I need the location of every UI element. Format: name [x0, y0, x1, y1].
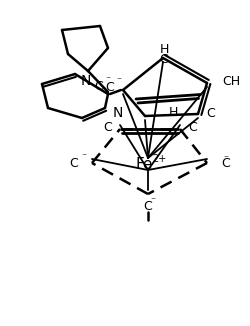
- Text: C: C: [103, 121, 112, 134]
- Text: H: H: [159, 42, 168, 55]
- Text: C: C: [159, 52, 168, 66]
- Text: H: H: [168, 106, 177, 118]
- Text: C: C: [205, 107, 214, 120]
- Text: C: C: [143, 200, 152, 213]
- Text: N: N: [80, 74, 91, 88]
- Text: ⁻: ⁻: [222, 154, 228, 164]
- Text: 2+: 2+: [151, 154, 166, 164]
- Text: C: C: [105, 81, 114, 94]
- Text: Fe: Fe: [135, 156, 152, 171]
- Text: C: C: [94, 80, 102, 93]
- Text: ⁻: ⁻: [105, 75, 110, 85]
- Text: C: C: [220, 156, 229, 170]
- Text: CH: CH: [221, 75, 239, 87]
- Text: ⁻: ⁻: [116, 76, 121, 86]
- Text: ⁻: ⁻: [150, 196, 155, 206]
- Text: C: C: [69, 156, 78, 170]
- Text: C: C: [187, 121, 196, 134]
- Text: ⁻: ⁻: [81, 152, 86, 162]
- Text: N: N: [112, 106, 123, 120]
